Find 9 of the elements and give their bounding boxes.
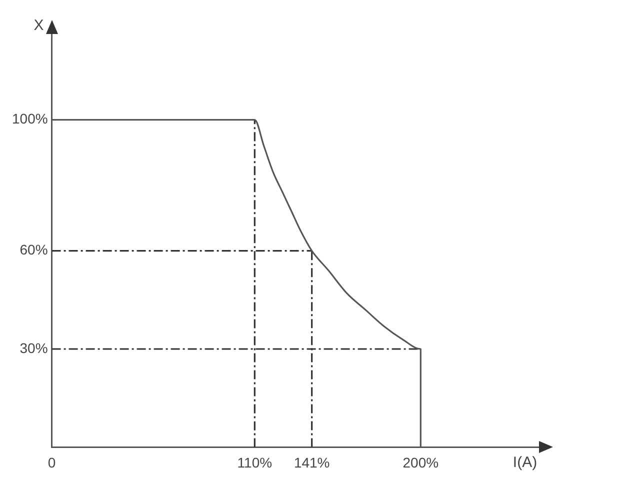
x-axis-title: I(A)	[512, 454, 538, 471]
x-tick-label: 200%	[402, 454, 439, 470]
y-axis-title: X	[34, 17, 44, 34]
x-tick-label: 0	[48, 454, 56, 470]
y-tick-label: 30%	[20, 340, 48, 356]
y-tick-label: 60%	[20, 242, 48, 258]
x-tick-label: 141%	[294, 454, 330, 470]
x-tick-label: 110%	[237, 454, 272, 470]
y-tick-label: 100%	[12, 110, 48, 127]
